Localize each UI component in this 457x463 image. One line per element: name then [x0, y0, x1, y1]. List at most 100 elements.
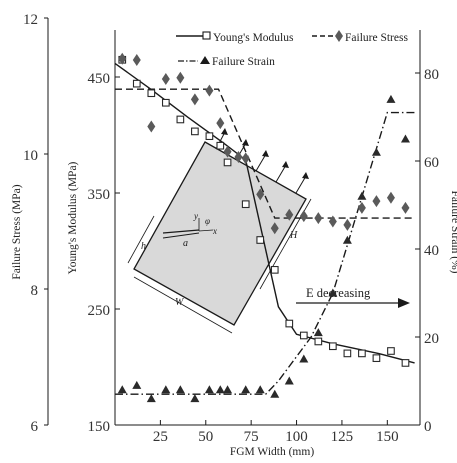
- load-arrow-head: [221, 128, 228, 135]
- failure-stress-tick-label: 12: [23, 12, 38, 28]
- data-markers: [117, 52, 410, 403]
- youngs-modulus-point: [299, 331, 308, 340]
- specimen-plate: [133, 141, 307, 326]
- failure-stress-point: [176, 71, 185, 84]
- youngs-modulus-point: [256, 236, 265, 244]
- youngs-modulus-axis-title: Young's Modulus (MPa): [67, 161, 79, 274]
- x-axis-tick-label: 50: [198, 429, 213, 445]
- youngs-modulus-point: [270, 265, 279, 274]
- failure-stress-point: [190, 93, 199, 106]
- youngs-modulus-point: [314, 337, 323, 346]
- youngs-modulus-point: [216, 141, 225, 150]
- youngs-modulus-point: [401, 359, 410, 367]
- legend-strain-marker: [200, 56, 210, 64]
- load-arrow-head: [242, 139, 249, 146]
- failure-strain-point: [215, 385, 225, 394]
- x-axis-tick-label: 75: [244, 429, 259, 445]
- failure-strain-point: [223, 385, 233, 394]
- failure-stress-point: [161, 73, 170, 86]
- e-decreasing-arrow-head: [398, 298, 410, 308]
- failure-strain-point: [117, 385, 127, 394]
- failure-stress-tick-label: 10: [23, 148, 38, 164]
- load-arrow: [295, 175, 307, 194]
- failure-strain-point: [371, 147, 381, 156]
- failure-strain-point: [175, 385, 185, 394]
- failure-stress-point: [223, 145, 232, 158]
- failure-strain-point: [299, 354, 309, 363]
- failure-stress-axis: 12 10 8 6 Failure Stress (MPa): [11, 12, 49, 435]
- failure-stress-point: [343, 218, 352, 231]
- failure-strain-point: [400, 134, 410, 143]
- legend: Young's Modulus Failure Stress Failure S…: [176, 30, 408, 68]
- failure-strain-point: [342, 235, 352, 244]
- x-axis-tick-label: 125: [331, 429, 354, 445]
- failure-stress-point: [328, 215, 337, 228]
- failure-strain-point: [161, 385, 171, 394]
- x-axis-tick-label: 25: [153, 429, 168, 445]
- failure-strain-point: [328, 288, 338, 297]
- legend-stress-label: Failure Stress: [345, 32, 408, 44]
- youngs-modulus-point: [241, 200, 250, 209]
- failure-strain-tick-label: 20: [424, 331, 439, 347]
- youngs-modulus-point: [161, 98, 170, 107]
- failure-strain-point: [132, 380, 142, 389]
- youngs-modulus-point: [132, 79, 141, 88]
- failure-stress-axis-title: Failure Stress (MPa): [11, 184, 23, 279]
- failure-strain-point: [357, 191, 367, 200]
- youngs-modulus-tick-label: 150: [88, 419, 111, 435]
- youngs-modulus-axis: 150 250 350 450 Young's Modulus (MPa): [67, 30, 120, 435]
- specimen-label-x: x: [212, 226, 217, 236]
- failure-strain-point: [255, 385, 265, 394]
- failure-strain-point: [190, 394, 200, 403]
- failure-stress-point: [299, 210, 308, 223]
- specimen-crack: [162, 232, 200, 239]
- youngs-modulus-point: [223, 158, 232, 167]
- x-axis-ticks: 25 50 75 100 125 150: [153, 420, 399, 445]
- failure-strain-tick-label: 60: [424, 155, 439, 171]
- youngs-modulus-point: [387, 347, 395, 355]
- failure-strain-tick-label: 0: [424, 419, 432, 435]
- failure-stress-point: [205, 84, 214, 97]
- failure-stress-point: [401, 201, 410, 214]
- failure-stress-point: [314, 212, 323, 225]
- failure-strain-axis: 0 20 40 60 80 Failure Strain (%): [415, 30, 457, 435]
- e-decreasing-annotation: E decreasing: [296, 286, 410, 308]
- specimen-label-w: W: [175, 297, 185, 308]
- failure-strain-tick-label: 80: [424, 67, 439, 83]
- youngs-modulus-point: [176, 115, 185, 124]
- youngs-modulus-point: [329, 342, 337, 351]
- legend-youngs-marker: [202, 31, 211, 40]
- failure-stress-point: [372, 195, 381, 208]
- youngs-modulus-point: [191, 127, 199, 136]
- failure-strain-point: [204, 385, 214, 394]
- failure-stress-point: [132, 54, 141, 67]
- failure-strain-axis-title: Failure Strain (%): [449, 190, 457, 273]
- youngs-modulus-point: [147, 89, 156, 98]
- e-decreasing-label: E decreasing: [306, 286, 371, 300]
- load-arrow: [255, 153, 267, 172]
- failure-stress-tick-label: 8: [31, 283, 39, 299]
- failure-strain-point: [313, 328, 323, 337]
- failure-strain-point: [270, 389, 280, 398]
- specimen-crack: [162, 229, 200, 234]
- specimen-label-a: a: [183, 238, 188, 249]
- x-axis-tick-label: 150: [376, 429, 399, 445]
- load-arrow-head: [302, 172, 309, 179]
- load-arrow-head: [262, 150, 269, 157]
- youngs-modulus-point: [343, 349, 352, 358]
- failure-stress-point: [118, 52, 127, 65]
- load-arrow-head: [282, 161, 289, 168]
- failure-stress-point: [357, 201, 366, 214]
- load-arrow: [275, 164, 287, 183]
- specimen-label-phi: φ: [205, 216, 210, 226]
- failure-stress-point: [270, 222, 279, 235]
- youngs-modulus-point: [205, 132, 214, 141]
- x-axis-tick-label: 100: [285, 429, 308, 445]
- specimen-label-h: h: [141, 241, 146, 252]
- specimen-dimension-h: [127, 215, 155, 264]
- failure-strain-tick-label: 40: [424, 243, 439, 259]
- failure-stress-fitline: [115, 88, 415, 219]
- failure-strain-point: [284, 376, 294, 385]
- failure-stress-point: [285, 208, 294, 221]
